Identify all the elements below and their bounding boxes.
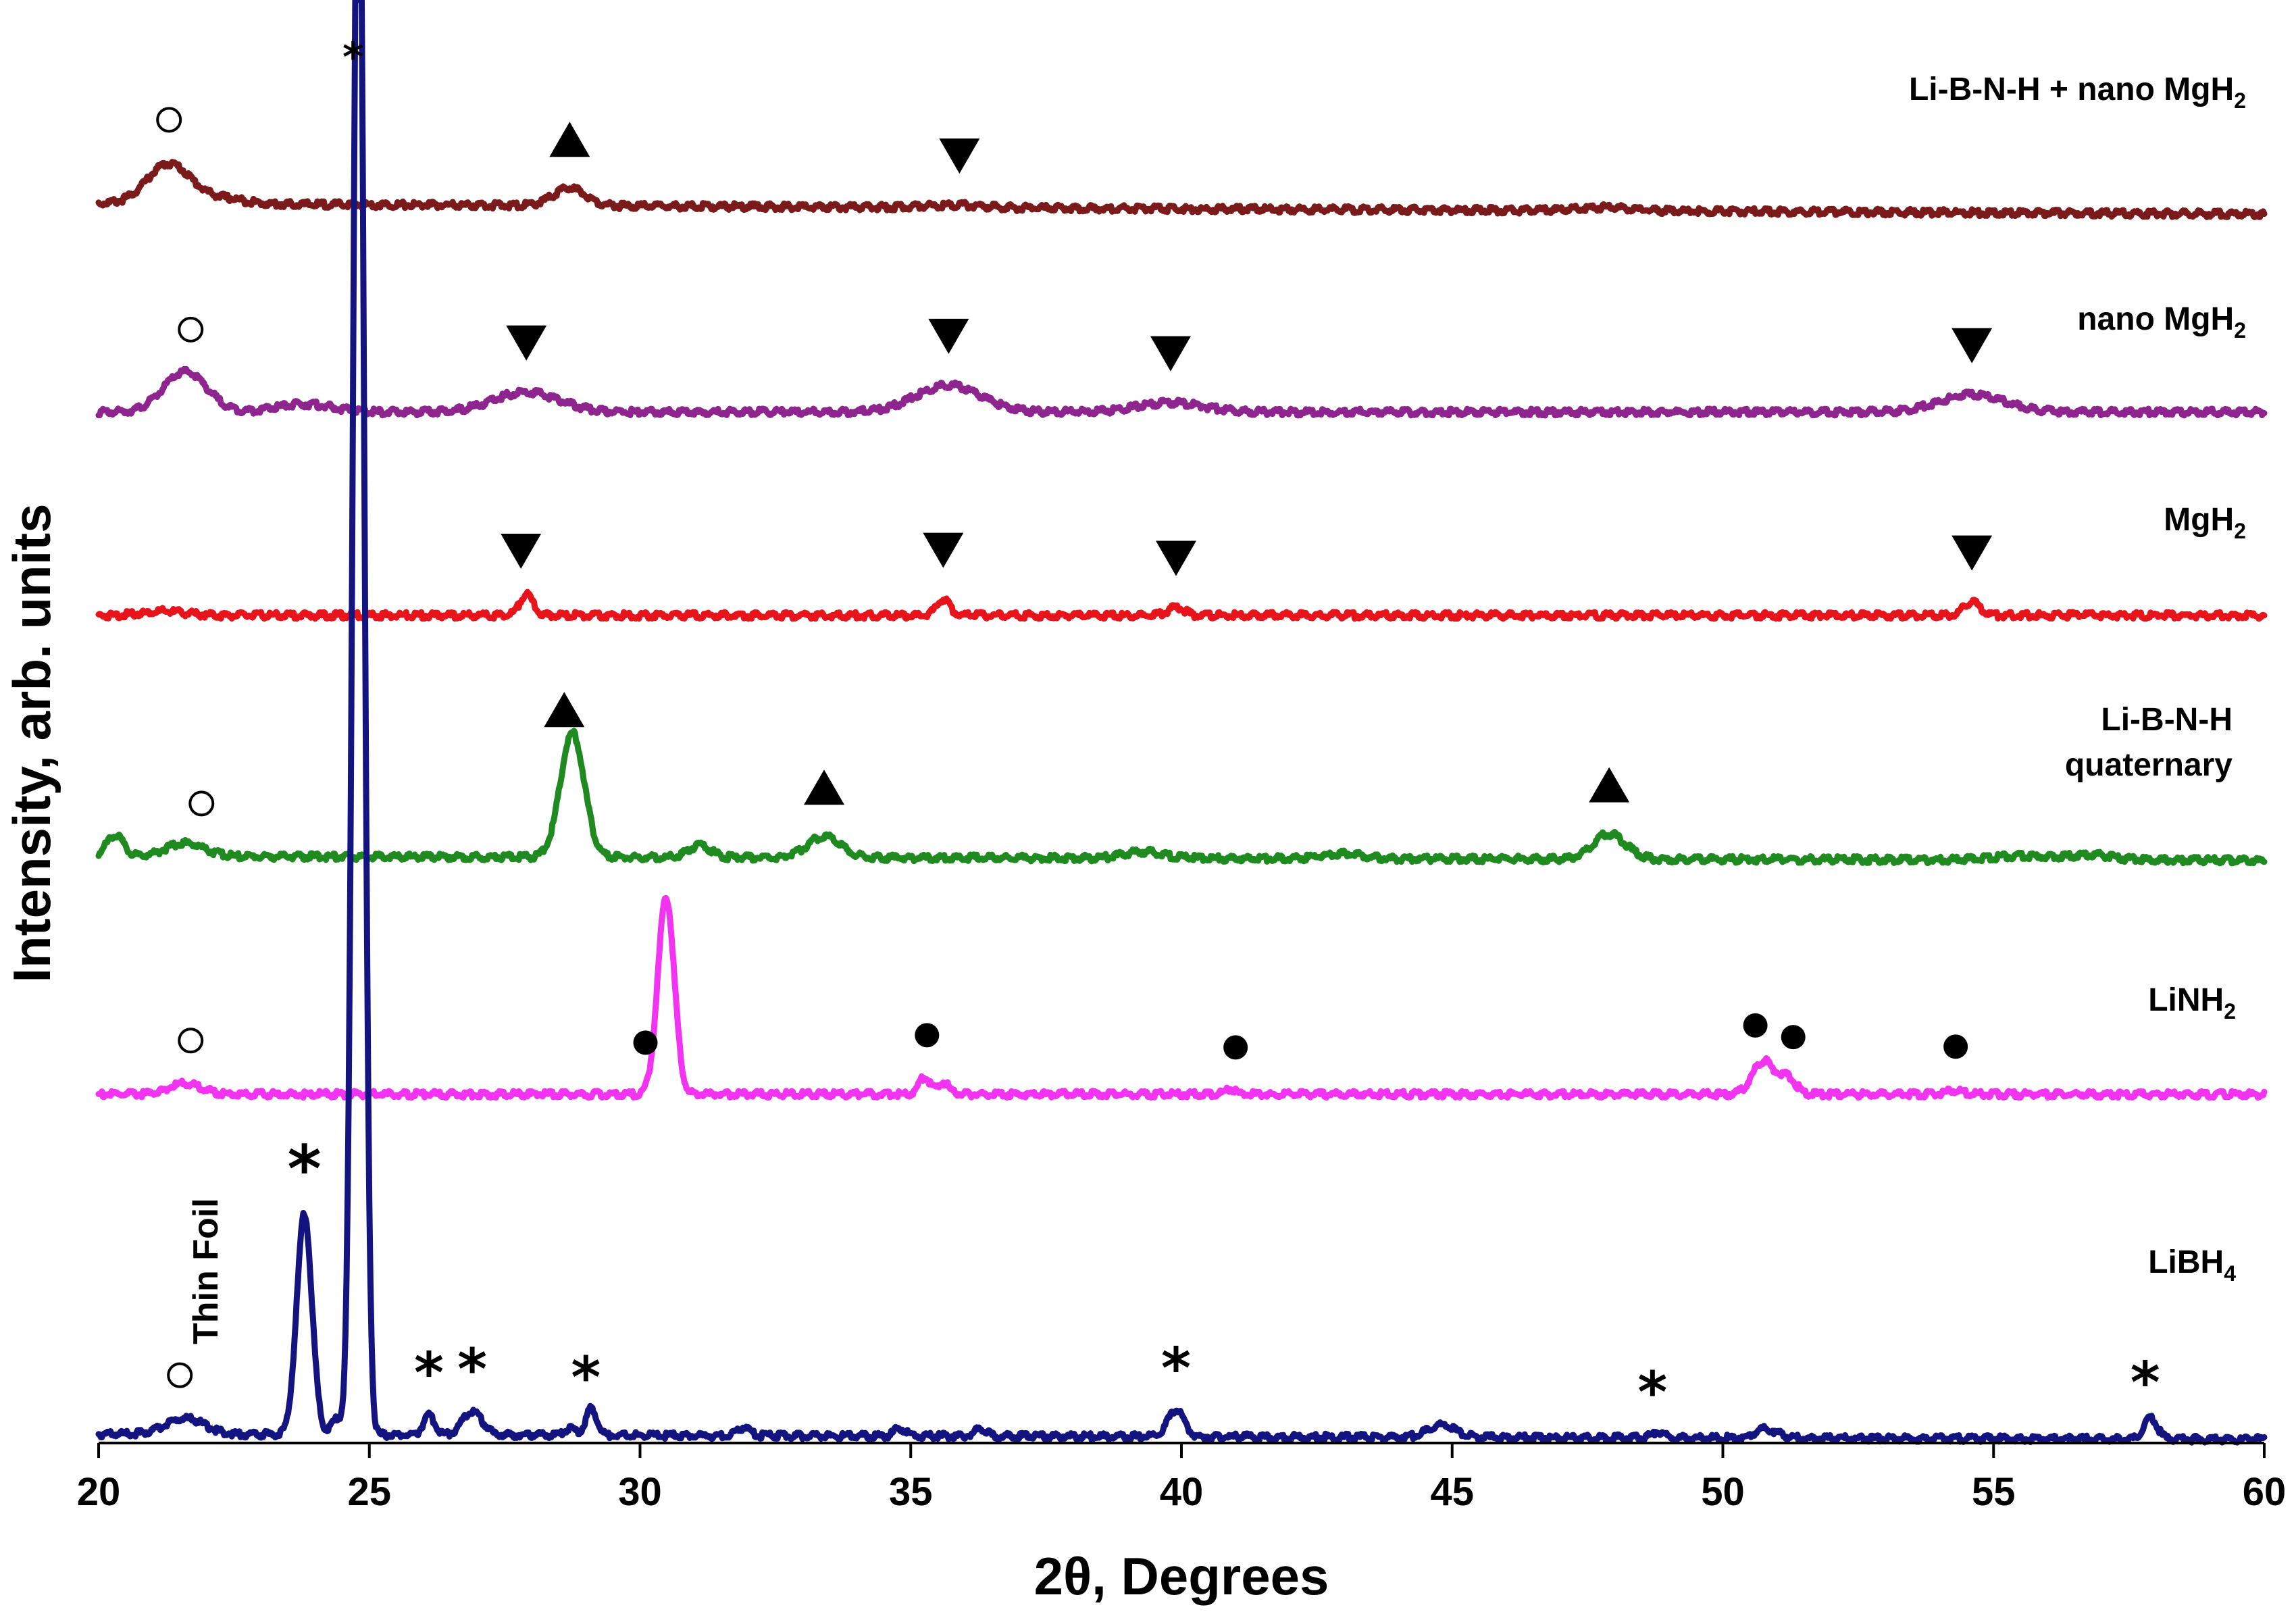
marker-4-6-open-circle-icon xyxy=(178,1028,204,1054)
marker-1-3-triangle-down-icon xyxy=(1150,336,1191,372)
marker-1-1-triangle-down-icon xyxy=(506,325,547,361)
trace-2 xyxy=(95,588,2268,622)
x-axis-title: 2θ, Degrees xyxy=(1034,1546,1329,1606)
x-tick-label-40: 40 xyxy=(1160,1470,1204,1514)
peak-markers: *** * * * * * xyxy=(156,34,2160,1425)
marker-5-1-asterisk-icon: * xyxy=(287,1132,321,1207)
marker-2-3-triangle-down-icon xyxy=(1951,535,1993,571)
series-label-1: nano MgH2 xyxy=(2077,301,2246,343)
marker-5-7-asterisk-icon: * xyxy=(1637,1359,1667,1425)
marker-1-4-triangle-down-icon xyxy=(1951,328,1993,363)
marker-3-3-triangle-up-icon xyxy=(1589,767,1630,803)
marker-2-2-triangle-down-icon xyxy=(1155,540,1196,576)
marker-0-0-open-circle-icon xyxy=(156,107,182,133)
marker-2-1-triangle-down-icon xyxy=(923,532,964,568)
trace-5 xyxy=(95,0,2268,1446)
marker-5-6-asterisk-icon: * xyxy=(1161,1336,1191,1402)
y-axis-title: Intensity, arb. units xyxy=(2,503,61,982)
x-tick-label-45: 45 xyxy=(1430,1470,1474,1514)
trace-1 xyxy=(95,365,2268,419)
marker-5-8-asterisk-icon: * xyxy=(2131,1349,2160,1415)
trace-3 xyxy=(95,728,2268,867)
x-tick-label-35: 35 xyxy=(889,1470,933,1514)
series-label-0: Li-B-N-H + nano MgH2 xyxy=(1909,72,2246,113)
series-label-4: LiNH2 xyxy=(2148,982,2236,1023)
marker-4-2-filled-circle-icon xyxy=(1223,1035,1248,1060)
marker-5-4-asterisk-icon: * xyxy=(457,1336,487,1402)
plot-traces xyxy=(95,0,2268,1446)
x-tick-label-30: 30 xyxy=(618,1470,662,1514)
marker-4-5-filled-circle-icon xyxy=(1943,1034,1968,1059)
series-label-3: Li-B-N-H xyxy=(2101,702,2233,738)
x-tick-label-20: 20 xyxy=(77,1470,121,1514)
marker-1-2-triangle-down-icon xyxy=(928,318,969,354)
thin-foil-annotation: Thin Foil xyxy=(186,1198,226,1344)
series-label-3-line2: quaternary xyxy=(2065,747,2233,783)
marker-4-0-filled-circle-icon xyxy=(633,1030,658,1055)
marker-0-1-triangle-up-icon xyxy=(549,122,590,157)
series-labels: Li-B-N-H + nano MgH2 nano MgH2 MgH2 Li-B-N-… xyxy=(1909,72,2246,1286)
marker-3-2-triangle-up-icon xyxy=(804,769,845,805)
marker-3-1-triangle-up-icon xyxy=(544,692,585,728)
x-tick-label-25: 25 xyxy=(347,1470,391,1514)
marker-4-4-filled-circle-icon xyxy=(1781,1025,1806,1050)
marker-2-0-triangle-down-icon xyxy=(501,534,542,570)
x-tick-label-60: 60 xyxy=(2243,1470,2287,1514)
marker-0-2-triangle-down-icon xyxy=(939,138,980,174)
marker-5-0-open-circle-icon xyxy=(167,1362,193,1388)
marker-1-0-open-circle-icon xyxy=(178,316,204,343)
series-label-2: MgH2 xyxy=(2164,502,2246,543)
trace-4 xyxy=(95,894,2268,1101)
marker-4-1-filled-circle-icon xyxy=(915,1023,940,1048)
x-tick-label-50: 50 xyxy=(1701,1470,1745,1514)
marker-3-0-open-circle-icon xyxy=(188,790,215,817)
marker-5-5-asterisk-icon: * xyxy=(571,1344,601,1411)
x-ticks: 20 25 30 35 40 45 50 55 60 xyxy=(77,1443,2287,1514)
marker-4-3-filled-circle-icon xyxy=(1743,1013,1768,1038)
marker-5-3-asterisk-icon: * xyxy=(414,1340,444,1407)
marker-5-2-asterisk-icon: * xyxy=(342,34,363,81)
x-tick-label-55: 55 xyxy=(1972,1470,2016,1514)
trace-0 xyxy=(95,159,2268,220)
series-label-5: LiBH4 xyxy=(2148,1244,2236,1286)
